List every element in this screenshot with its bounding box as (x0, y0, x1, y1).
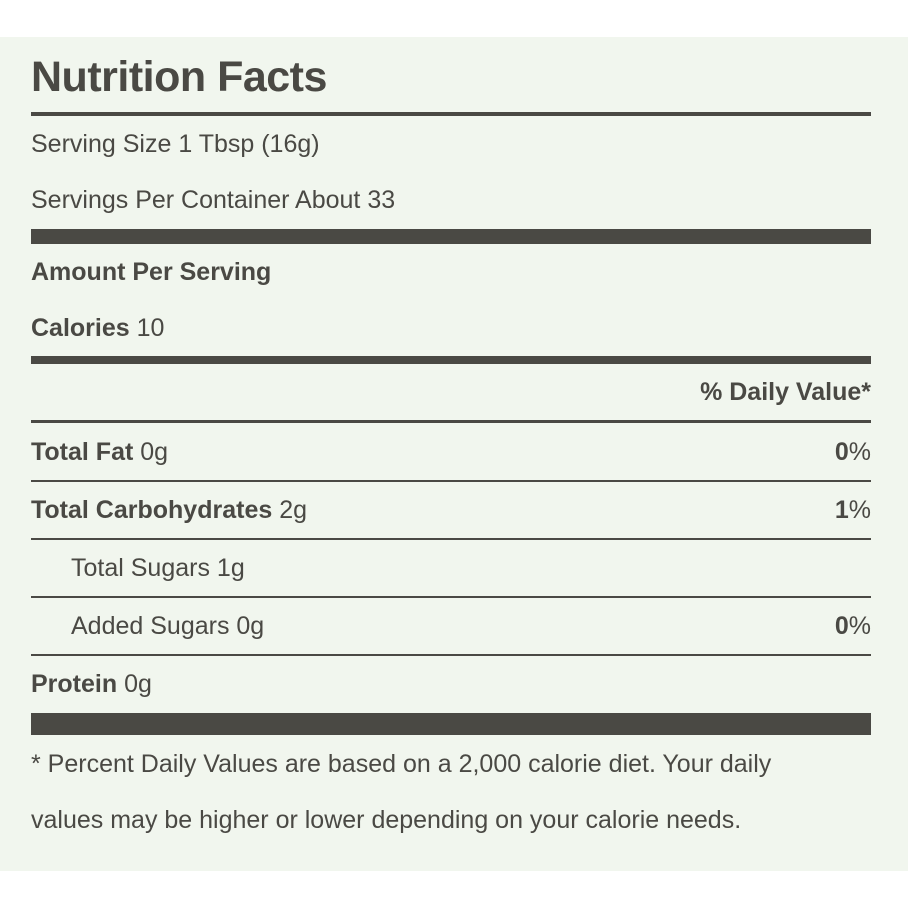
nutrient-row-protein: Protein 0g (31, 669, 871, 699)
thick-divider-top (31, 229, 871, 244)
nutrient-daily-value: 0% (834, 612, 871, 640)
nutrient-label: Total Fat (31, 438, 134, 466)
nutrient-amount: 1g (216, 554, 245, 582)
serving-size-row: Serving Size 1 Tbsp (16g) (31, 129, 871, 159)
nutrient-label: Total Sugars (71, 554, 210, 582)
thick-divider-bottom (31, 713, 871, 735)
footnote-line-2: values may be higher or lower depending … (31, 806, 742, 834)
amount-per-serving-heading: Amount Per Serving (31, 258, 272, 286)
nutrient-label: Protein (31, 670, 118, 698)
row-divider (31, 538, 871, 540)
nutrient-amount: 0g (140, 438, 169, 466)
calories-value: 10 (136, 314, 165, 342)
nutrient-daily-value: 0% (834, 438, 871, 466)
calories-row: Calories 10 (31, 313, 871, 343)
servings-per-container-label: Servings Per Container (31, 186, 290, 214)
nutrient-amount: 0g (124, 670, 152, 698)
nutrient-row-added-sugars: Added Sugars 0g 0% (31, 611, 871, 641)
servings-per-container-row: Servings Per Container About 33 (31, 185, 871, 215)
daily-value-header: % Daily Value* (700, 378, 871, 406)
nutrient-row-total-sugars: Total Sugars 1g (31, 553, 871, 583)
row-divider (31, 480, 871, 482)
nutrient-label: Added Sugars (71, 612, 230, 640)
nutrition-facts-title: Nutrition Facts (31, 53, 327, 101)
nutrient-daily-value: 1% (834, 496, 871, 524)
row-divider (31, 654, 871, 656)
serving-size-label: Serving Size (31, 130, 172, 158)
medium-divider (31, 356, 871, 364)
servings-per-container-value: About 33 (295, 186, 396, 214)
row-divider (31, 420, 871, 423)
calories-label: Calories (31, 314, 130, 342)
nutrient-label: Total Carbohydrates (31, 496, 273, 524)
nutrient-amount: 2g (279, 496, 308, 524)
serving-size-value: 1 Tbsp (16g) (178, 130, 320, 158)
nutrient-row-total-fat: Total Fat 0g 0% (31, 437, 871, 467)
row-divider (31, 596, 871, 598)
title-divider (31, 112, 871, 116)
footnote-line-1: * Percent Daily Values are based on a 2,… (31, 750, 772, 778)
nutrient-row-total-carbohydrates: Total Carbohydrates 2g 1% (31, 495, 871, 525)
nutrient-amount: 0g (236, 612, 265, 640)
